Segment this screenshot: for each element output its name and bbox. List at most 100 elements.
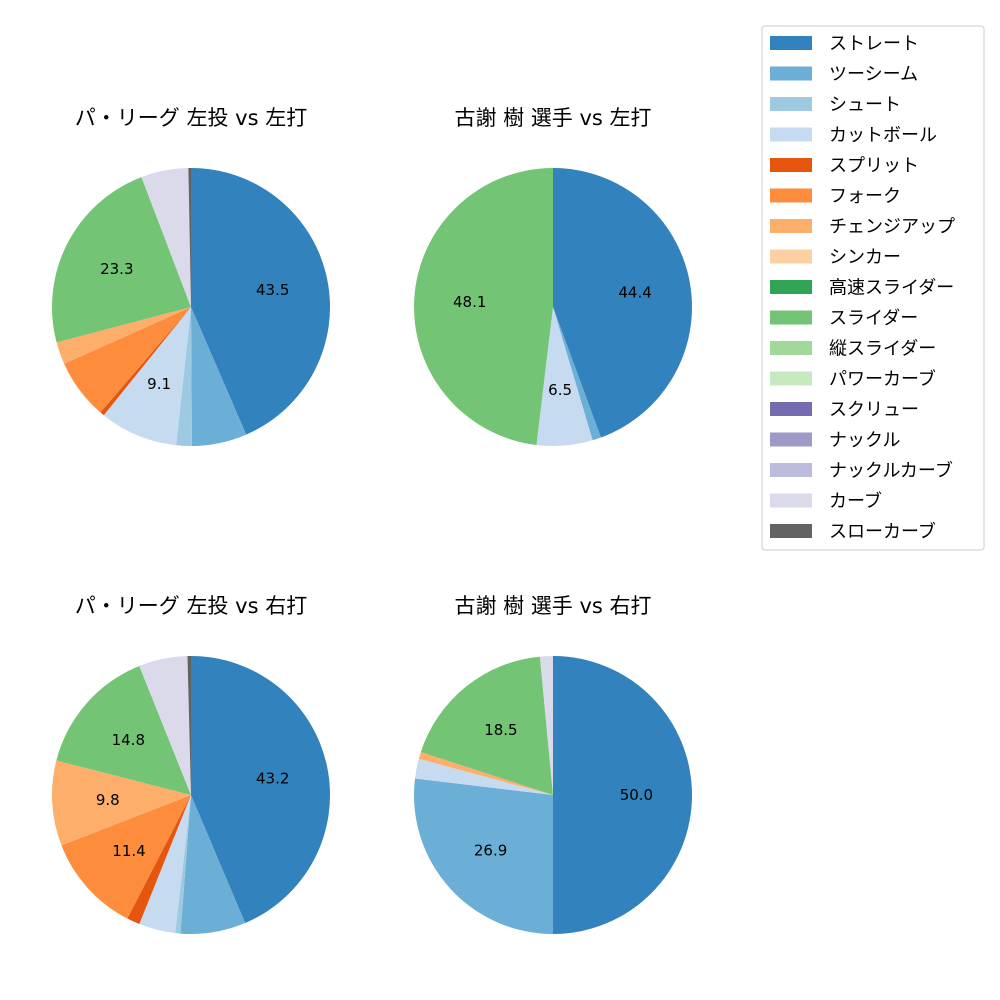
legend-swatch: [770, 127, 812, 142]
legend-item-カーブ: カーブ: [770, 490, 882, 512]
pie-chart-4: 古謝 樹 選手 vs 右打 50.0 26.9 18.5: [414, 594, 692, 934]
legend-label: スライダー: [829, 308, 918, 329]
legend-item-スプリット: スプリット: [770, 156, 919, 177]
pie-slice-カットボール: [139, 795, 191, 934]
pie-slices-4: [414, 656, 692, 934]
pie-label-ストレート: 43.5: [256, 281, 289, 299]
legend-label: フォーク: [829, 186, 901, 207]
pie-slice-スライダー: [56, 665, 191, 795]
legend-item-高速スライダー: 高速スライダー: [770, 278, 954, 299]
legend-label: カットボール: [829, 125, 937, 146]
pie-label-フォーク: 11.4: [112, 842, 145, 860]
pie-slice-ツーシーム: [553, 307, 601, 441]
legend-label: スローカーブ: [829, 521, 936, 543]
legend-label: スクリュー: [829, 400, 919, 421]
pie-slices-3: [52, 655, 331, 935]
pie-slice-ストレート: [191, 656, 331, 924]
legend-item-ストレート: ストレート: [770, 34, 919, 55]
pie-slice-ツーシーム: [180, 795, 246, 935]
pie-slice-シュート: [175, 795, 191, 934]
pie-label-チェンジアップ: 9.8: [96, 791, 120, 809]
legend-swatch: [770, 66, 812, 81]
pie-chart-2: 古謝 樹 選手 vs 左打 44.4 6.5 48.1: [414, 106, 692, 446]
pie-label-ストレート: 43.2: [256, 769, 289, 787]
pie-slice-ツーシーム: [414, 778, 553, 934]
legend-item-パワーカーブ: パワーカーブ: [770, 368, 936, 390]
legend-swatch: [770, 371, 812, 386]
legend-label: ナックル: [829, 430, 900, 451]
pie-label-ツーシーム: 26.9: [474, 841, 507, 859]
legend-item-シンカー: シンカー: [770, 247, 901, 268]
legend-swatch: [770, 432, 812, 447]
pie-label-カットボール: 6.5: [548, 381, 572, 399]
pie-slice-チェンジアップ: [56, 307, 192, 364]
pie-slice-カーブ: [539, 656, 553, 795]
legend-frame: [761, 25, 985, 551]
pie-label-ストレート: 50.0: [620, 786, 653, 804]
legend-label: ツーシーム: [829, 64, 918, 85]
pie-slice-チェンジアップ: [52, 760, 191, 846]
legend-swatch: [770, 158, 812, 172]
legend-swatch: [770, 463, 812, 477]
legend-item-縦スライダー: 縦スライダー: [770, 339, 936, 360]
legend-item-ナックル: ナックル: [770, 430, 900, 451]
legend-item-スライダー: スライダー: [770, 308, 918, 329]
pie-label-スライダー: 23.3: [100, 260, 133, 278]
pie-slice-フォーク: [64, 307, 191, 413]
legend-item-フォーク: フォーク: [770, 186, 901, 207]
pie-slice-カーブ: [141, 168, 191, 307]
pie-labels-1: 43.5 9.1 23.3: [100, 260, 289, 393]
pie-slices-2: [414, 168, 692, 446]
legend-swatch: [770, 97, 812, 111]
legend-label: 高速スライダー: [829, 278, 954, 299]
pie-labels-4: 50.0 26.9 18.5: [474, 721, 653, 859]
pie-labels-3: 43.2 11.4 9.8 14.8: [96, 731, 290, 860]
legend-swatch: [770, 249, 812, 264]
legend-swatch: [770, 341, 812, 355]
legend-swatch: [770, 493, 812, 508]
legend-label: ナックルカーブ: [829, 460, 953, 482]
legend-label: シンカー: [829, 247, 901, 268]
legend-swatch: [770, 280, 812, 294]
pie-slice-ツーシーム: [191, 307, 247, 446]
legend-label: カーブ: [829, 490, 882, 512]
legend-label: ストレート: [829, 34, 919, 55]
pie-label-スライダー: 48.1: [453, 293, 486, 311]
pie-slice-スプリット: [100, 307, 191, 416]
pie-slice-ストレート: [553, 656, 692, 934]
legend-label: シュート: [829, 95, 901, 116]
legend-swatch: [770, 402, 812, 416]
chart-title-2: 古謝 樹 選手 vs 左打: [454, 106, 651, 130]
chart-title-1: パ・リーグ 左投 vs 左打: [75, 106, 307, 130]
pie-slice-スライダー: [420, 656, 553, 795]
legend-items: ストレートツーシームシュートカットボールスプリットフォークチェンジアップシンカー…: [770, 34, 955, 543]
pie-slices-1: [52, 167, 331, 447]
pie-label-スライダー: 14.8: [112, 731, 145, 749]
chart-title-4: 古謝 樹 選手 vs 右打: [454, 594, 651, 618]
legend-swatch: [770, 188, 812, 203]
pie-slice-カットボール: [536, 307, 593, 446]
legend-item-ナックルカーブ: ナックルカーブ: [770, 460, 953, 482]
pie-slice-カットボール: [414, 758, 553, 795]
pie-labels-2: 44.4 6.5 48.1: [453, 283, 652, 399]
legend-label: チェンジアップ: [829, 217, 955, 238]
pie-slice-カットボール: [103, 307, 191, 446]
pie-slice-スライダー: [414, 168, 553, 446]
pie-slice-フォーク: [61, 795, 191, 919]
pie-slice-スローカーブ: [188, 167, 191, 307]
pie-slice-スライダー: [52, 177, 191, 343]
legend-swatch: [770, 310, 812, 325]
chart-title-3: パ・リーグ 左投 vs 右打: [75, 594, 307, 618]
pie-slice-チェンジアップ: [418, 752, 553, 795]
pie-slice-ストレート: [553, 168, 692, 438]
pie-label-ストレート: 44.4: [618, 283, 651, 301]
legend-swatch: [770, 524, 812, 538]
legend-swatch: [770, 36, 812, 50]
legend-item-スローカーブ: スローカーブ: [770, 521, 936, 543]
legend-label: 縦スライダー: [829, 339, 936, 360]
legend-label: パワーカーブ: [829, 368, 936, 390]
pie-slice-スローカーブ: [187, 655, 191, 795]
legend-item-シュート: シュート: [770, 95, 901, 116]
pie-label-スライダー: 18.5: [484, 721, 517, 739]
